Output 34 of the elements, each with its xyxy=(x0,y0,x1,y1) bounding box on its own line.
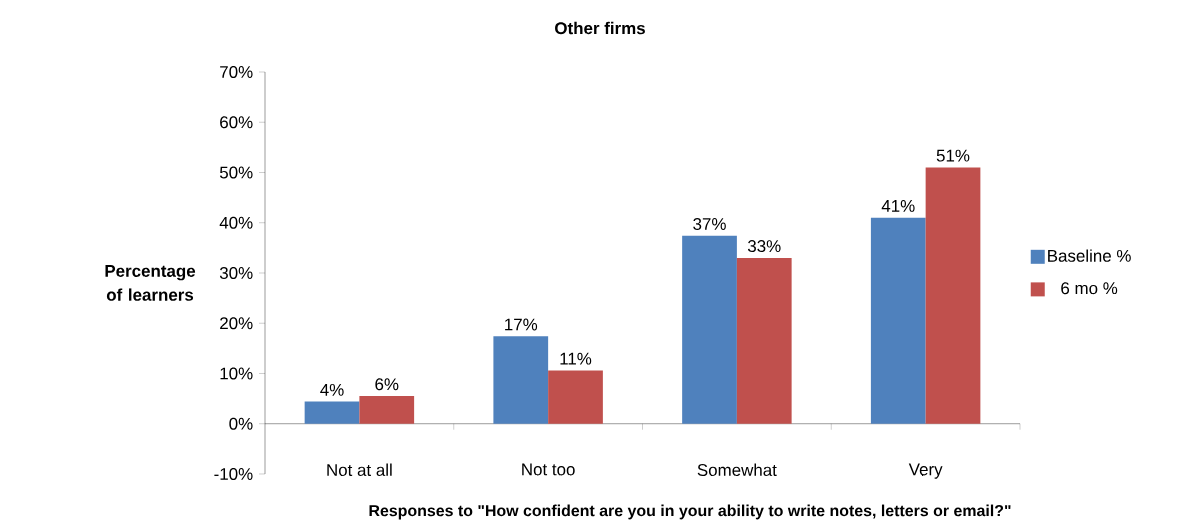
bar xyxy=(736,257,792,424)
bar xyxy=(682,235,737,424)
y-tick-label: 0% xyxy=(229,417,253,430)
y-tick-label: 70% xyxy=(220,65,253,78)
bar xyxy=(870,217,926,424)
data-label: 11% xyxy=(560,352,592,365)
x-tick-label: Not at all xyxy=(327,463,392,477)
y-tick-label: 40% xyxy=(219,216,253,229)
y-tick-label: 50% xyxy=(219,166,253,179)
bar xyxy=(493,336,549,424)
y-tick-label: 30% xyxy=(219,266,253,279)
x-tick-label: Not too xyxy=(522,463,575,476)
data-label: 33% xyxy=(747,240,781,253)
x-tick-label: Very xyxy=(908,463,943,479)
y-tick-label: 10% xyxy=(220,367,253,380)
data-label: 41% xyxy=(881,200,915,212)
data-label: 4% xyxy=(320,383,344,396)
bar xyxy=(359,396,415,424)
data-label: 6% xyxy=(375,378,399,391)
data-label: 51% xyxy=(936,149,970,162)
legend-label: 6 mo % xyxy=(1061,282,1118,295)
x-tick-label: Somewhat xyxy=(697,463,777,477)
y-tick-label: 60% xyxy=(220,116,253,129)
x-axis-title: Responses to "How confident are you in your ability to write notes, letters or email?" xyxy=(369,504,1011,520)
data-label: 17% xyxy=(505,318,538,331)
bar xyxy=(925,167,981,424)
y-tick-label: -10% xyxy=(214,467,253,480)
data-label: 37% xyxy=(693,217,726,230)
y-axis-title: Percentage of learners xyxy=(105,265,196,301)
y-tick-label: 20% xyxy=(220,317,253,330)
bar xyxy=(304,401,360,424)
legend-label: Baseline % xyxy=(1048,249,1131,262)
bar xyxy=(548,370,603,424)
chart-title: Other firms xyxy=(555,21,645,35)
